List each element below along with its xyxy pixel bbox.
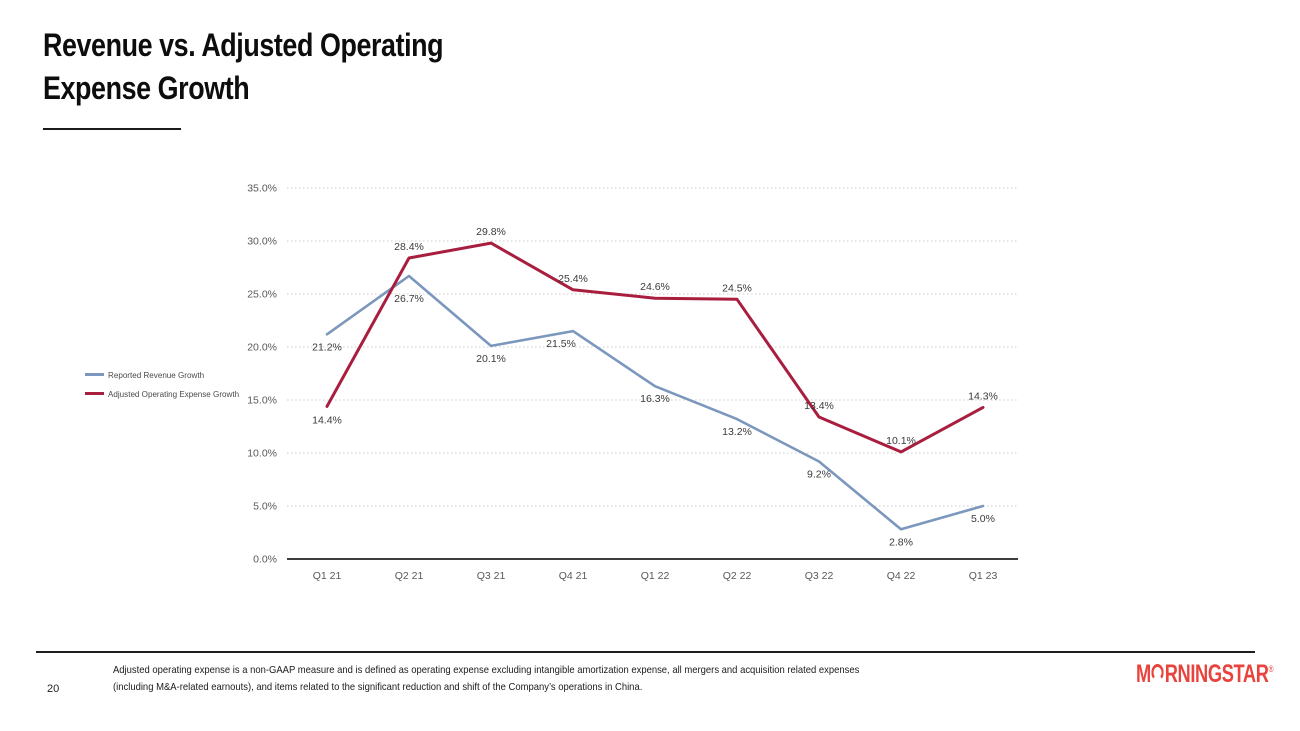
svg-text:Q3 22: Q3 22: [805, 570, 834, 582]
svg-text:2.8%: 2.8%: [889, 536, 913, 548]
title-underline: [43, 128, 181, 130]
svg-text:5.0%: 5.0%: [971, 513, 995, 525]
svg-text:Q4 22: Q4 22: [887, 570, 916, 582]
svg-text:24.5%: 24.5%: [722, 282, 752, 294]
footnote-line1: Adjusted operating expense is a non-GAAP…: [113, 664, 860, 676]
svg-text:25.4%: 25.4%: [558, 273, 588, 285]
revenue-series-line: [325, 274, 985, 531]
svg-text:10.1%: 10.1%: [886, 435, 916, 447]
svg-text:Q4 21: Q4 21: [559, 570, 588, 582]
expense-line-swatch: [85, 392, 104, 395]
morningstar-ring-icon: [1151, 664, 1164, 681]
slide-title-line2: Expense Growth: [43, 70, 250, 106]
svg-text:29.8%: 29.8%: [476, 226, 506, 238]
svg-text:24.6%: 24.6%: [640, 281, 670, 293]
svg-text:20.0%: 20.0%: [247, 342, 277, 354]
gridlines: [287, 187, 1018, 560]
footer-divider: [36, 651, 1255, 653]
svg-text:Q3 21: Q3 21: [477, 570, 506, 582]
svg-text:14.4%: 14.4%: [312, 414, 342, 426]
svg-text:Q1 22: Q1 22: [641, 570, 670, 582]
svg-text:30.0%: 30.0%: [247, 236, 277, 248]
svg-text:13.4%: 13.4%: [804, 400, 834, 412]
footnote: Adjusted operating expense is a non-GAAP…: [113, 662, 859, 696]
logo-letter-m: M: [1136, 660, 1151, 688]
svg-text:Q2 22: Q2 22: [723, 570, 752, 582]
svg-text:28.4%: 28.4%: [394, 241, 424, 253]
svg-text:Q1 23: Q1 23: [969, 570, 998, 582]
svg-text:Q1 21: Q1 21: [313, 570, 342, 582]
svg-text:Q2 21: Q2 21: [395, 570, 424, 582]
revenue-line-swatch: [85, 373, 104, 376]
chart-legend: Reported Revenue Growth Adjusted Operati…: [85, 365, 246, 403]
svg-text:20.1%: 20.1%: [476, 353, 506, 365]
svg-text:21.2%: 21.2%: [312, 341, 342, 353]
y-axis-labels: 35.0% 30.0% 25.0% 20.0% 15.0% 10.0% 5.0% 0.0%: [247, 183, 277, 566]
morningstar-logo: M RNINGSTAR®: [1136, 660, 1273, 689]
svg-text:14.3%: 14.3%: [968, 390, 998, 402]
svg-text:9.2%: 9.2%: [807, 468, 831, 480]
svg-text:21.5%: 21.5%: [546, 338, 576, 350]
slide-title-line1: Revenue vs. Adjusted Operating: [43, 27, 444, 63]
data-labels: 21.2% 26.7% 20.1% 21.5% 16.3% 13.2% 9.2% 2.8% 5.…: [312, 226, 998, 548]
svg-text:16.3%: 16.3%: [640, 393, 670, 405]
footnote-line2: (including M&A-related earnouts), and it…: [113, 681, 643, 693]
svg-text:25.0%: 25.0%: [247, 289, 277, 301]
legend-item-expense: Adjusted Operating Expense Growth: [85, 384, 246, 403]
logo-letters: RNINGSTAR: [1164, 660, 1269, 688]
svg-text:13.2%: 13.2%: [722, 426, 752, 438]
svg-text:10.0%: 10.0%: [247, 448, 277, 460]
legend-label-expense: Adjusted Operating Expense Growth: [108, 388, 240, 399]
svg-text:15.0%: 15.0%: [247, 395, 277, 407]
x-axis-labels: Q1 21 Q2 21 Q3 21 Q4 21 Q1 22 Q2 22 Q3 22 Q4 22…: [313, 570, 998, 582]
svg-text:26.7%: 26.7%: [394, 293, 424, 305]
svg-text:0.0%: 0.0%: [253, 554, 277, 566]
svg-text:5.0%: 5.0%: [253, 501, 277, 513]
legend-item-revenue: Reported Revenue Growth: [85, 365, 246, 384]
page-number: 20: [47, 683, 60, 695]
expense-series-line: [325, 241, 985, 454]
legend-label-revenue: Reported Revenue Growth: [108, 369, 205, 380]
svg-text:35.0%: 35.0%: [247, 183, 277, 195]
slide-title: Revenue vs. Adjusted Operating Expense G…: [43, 24, 444, 110]
registered-trademark: ®: [1268, 664, 1274, 674]
